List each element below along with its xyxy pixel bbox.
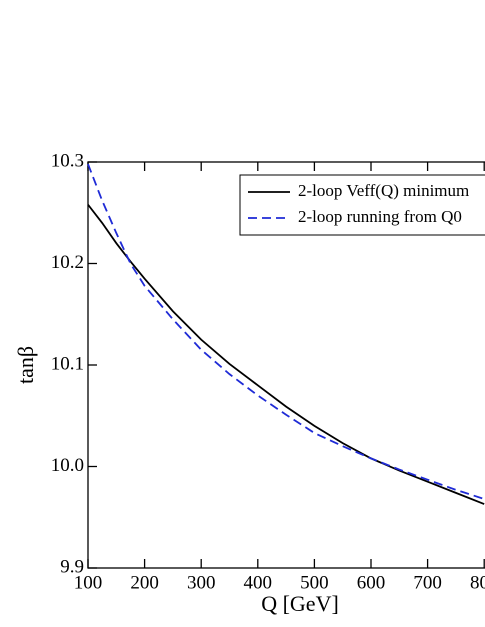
x-tick-label: 500 [300,572,329,593]
y-tick-label: 10.2 [51,252,84,273]
x-tick-label: 700 [413,572,442,593]
x-tick-label: 600 [357,572,386,593]
line-series [87,163,485,500]
legend-box [239,174,485,236]
y-tick-label: 9.9 [60,556,84,577]
line-series [87,204,485,505]
y-axis-label: tanβ [13,346,38,384]
y-tick-label: 10.1 [51,353,84,374]
legend-label: 2-loop running from Q0 [298,207,462,226]
x-tick-label: 100 [74,572,103,593]
x-tick-label: 400 [244,572,273,593]
x-tick-label: 800 [470,572,485,593]
y-tick-label: 10.3 [51,150,84,171]
legend-label: 2-loop Veff(Q) minimum [298,181,469,200]
x-axis-label: Q [GeV] [261,591,339,616]
x-tick-label: 200 [130,572,159,593]
y-tick-label: 10.0 [51,455,84,476]
x-tick-label: 300 [187,572,216,593]
